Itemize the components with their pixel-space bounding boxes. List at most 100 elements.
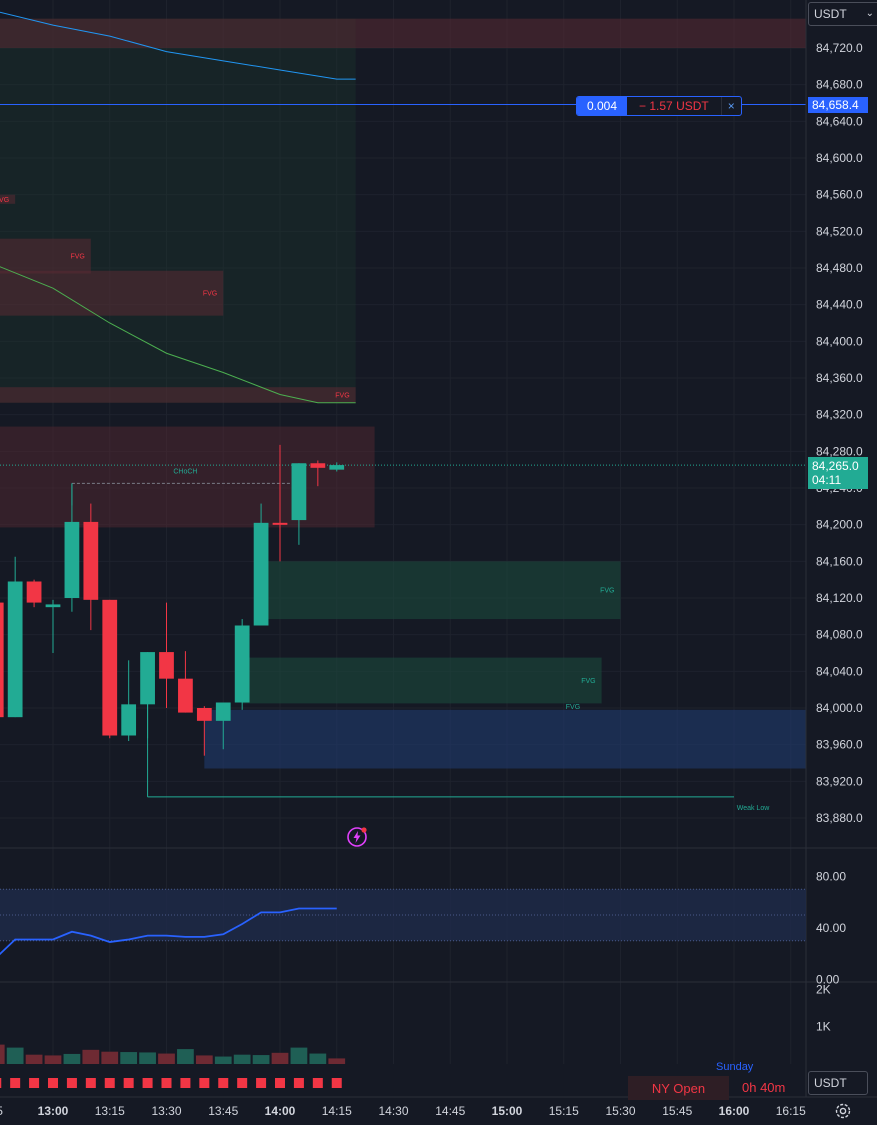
time-tick-label: 16:00 [719, 1104, 750, 1118]
volume-bar [0, 1044, 5, 1064]
oscillator-tick-label: 0.00 [816, 972, 840, 986]
price-tick-label: 84,280.0 [816, 444, 863, 458]
session-marker [218, 1078, 229, 1088]
candle[interactable] [178, 651, 193, 713]
candle[interactable] [253, 503, 269, 626]
zone-bearish-fvg-0 [0, 194, 16, 204]
candle[interactable] [215, 702, 231, 750]
volume-bar [233, 1054, 251, 1064]
close-position-icon[interactable]: × [720, 97, 741, 115]
time-tick-label: 13:45 [208, 1104, 238, 1118]
candle-body [196, 708, 212, 721]
candle-body [64, 521, 80, 598]
candle[interactable] [45, 599, 61, 653]
price-tick-label: 84,120.0 [816, 591, 863, 605]
candle[interactable] [159, 602, 174, 708]
candle-body [272, 522, 288, 525]
volume-bar [139, 1052, 156, 1064]
candle-body [215, 702, 231, 721]
price-tick-label: 84,320.0 [816, 408, 863, 422]
currency-label: USDT [814, 7, 847, 21]
price-tick-label: 84,480.0 [816, 261, 863, 275]
price-tick-label: 83,960.0 [816, 738, 863, 752]
candle[interactable] [121, 660, 137, 741]
candle[interactable] [0, 589, 4, 744]
session-day: Sunday [716, 1061, 754, 1073]
volume-pane [0, 1044, 346, 1064]
currency-selector[interactable]: USDT ⌄ [808, 2, 877, 26]
price-tick-label: 84,640.0 [816, 114, 863, 128]
candle-body [140, 652, 155, 705]
candle[interactable] [234, 619, 250, 710]
candle[interactable] [329, 462, 345, 472]
position-line-tag[interactable]: 0.004 − 1.57 USDT × [576, 96, 742, 116]
time-tick-label: 15:00 [492, 1104, 523, 1118]
volume-bar [290, 1047, 308, 1064]
candle[interactable] [83, 503, 99, 631]
session-marker [331, 1078, 342, 1088]
oscillator-tick-label: 40.00 [816, 921, 846, 935]
bar-countdown: 04:11 [812, 473, 842, 487]
volume-bar [158, 1053, 175, 1064]
price-tick-label: 84,600.0 [816, 151, 863, 165]
price-tick-label: 84,680.0 [816, 78, 863, 92]
candle[interactable] [272, 444, 288, 562]
candle[interactable] [26, 579, 42, 608]
candle[interactable] [310, 460, 326, 487]
volume-tick-label: 1K [816, 1020, 831, 1034]
zone-label: FVG [70, 254, 84, 261]
volume-bar [120, 1052, 138, 1064]
zone-bearish-fvg-1 [0, 238, 91, 274]
zone-label: FVG [581, 678, 595, 685]
time-tick-label: 15:15 [549, 1104, 579, 1118]
candle-body [45, 604, 61, 608]
price-tick-label: 84,200.0 [816, 518, 863, 532]
session-marker [29, 1078, 40, 1088]
candle-body [121, 704, 137, 736]
zone-label: FVG [600, 588, 614, 595]
price-axis[interactable] [806, 0, 877, 1125]
price-tick-label: 84,560.0 [816, 188, 863, 202]
candle-body [253, 522, 269, 626]
price-tick-label: 83,920.0 [816, 774, 863, 788]
last-price-tag: 84,265.0 04:11 [808, 457, 868, 489]
position-quantity[interactable]: 0.004 [577, 97, 628, 115]
session-marker [10, 1078, 21, 1088]
session-countdown: 0h 40m [742, 1080, 786, 1095]
weak-low-label: Weak Low [737, 805, 770, 812]
session-marker [104, 1078, 115, 1088]
candle-body [178, 678, 193, 713]
candle[interactable] [102, 599, 118, 739]
candle[interactable] [140, 652, 155, 739]
price-tick-label: 84,000.0 [816, 701, 863, 715]
price-tick-label: 84,440.0 [816, 298, 863, 312]
volume-bar [271, 1052, 289, 1064]
volume-bar [195, 1055, 213, 1064]
currency-label-bottom: USDT [814, 1076, 847, 1090]
volume-tick-label: 2K [816, 982, 831, 996]
zone-bearish-block-4 [0, 426, 375, 528]
currency-selector-bottom[interactable]: USDT [808, 1071, 868, 1095]
zone-label: FVG [203, 291, 217, 298]
time-tick-label: 13:00 [38, 1104, 69, 1118]
time-tick-label: 14:30 [378, 1104, 408, 1118]
candle-body [7, 581, 23, 718]
lightning-icon[interactable] [346, 826, 368, 848]
settings-gear-icon[interactable] [834, 1102, 852, 1120]
price-tick-label: 84,360.0 [816, 371, 863, 385]
last-price: 84,265.0 [812, 459, 859, 473]
session-markers [0, 1078, 342, 1088]
price-tick-label: 83,880.0 [816, 811, 863, 825]
candle[interactable] [291, 463, 307, 545]
session-marker [293, 1078, 304, 1088]
session-marker [85, 1078, 96, 1088]
zone-bullish-block-7 [204, 709, 807, 769]
candle[interactable] [64, 483, 80, 612]
candle-body [102, 599, 118, 736]
session-marker [312, 1078, 323, 1088]
candle[interactable] [7, 556, 23, 718]
candle[interactable] [196, 706, 212, 756]
candle-body [159, 652, 174, 679]
candle-body [329, 465, 345, 470]
